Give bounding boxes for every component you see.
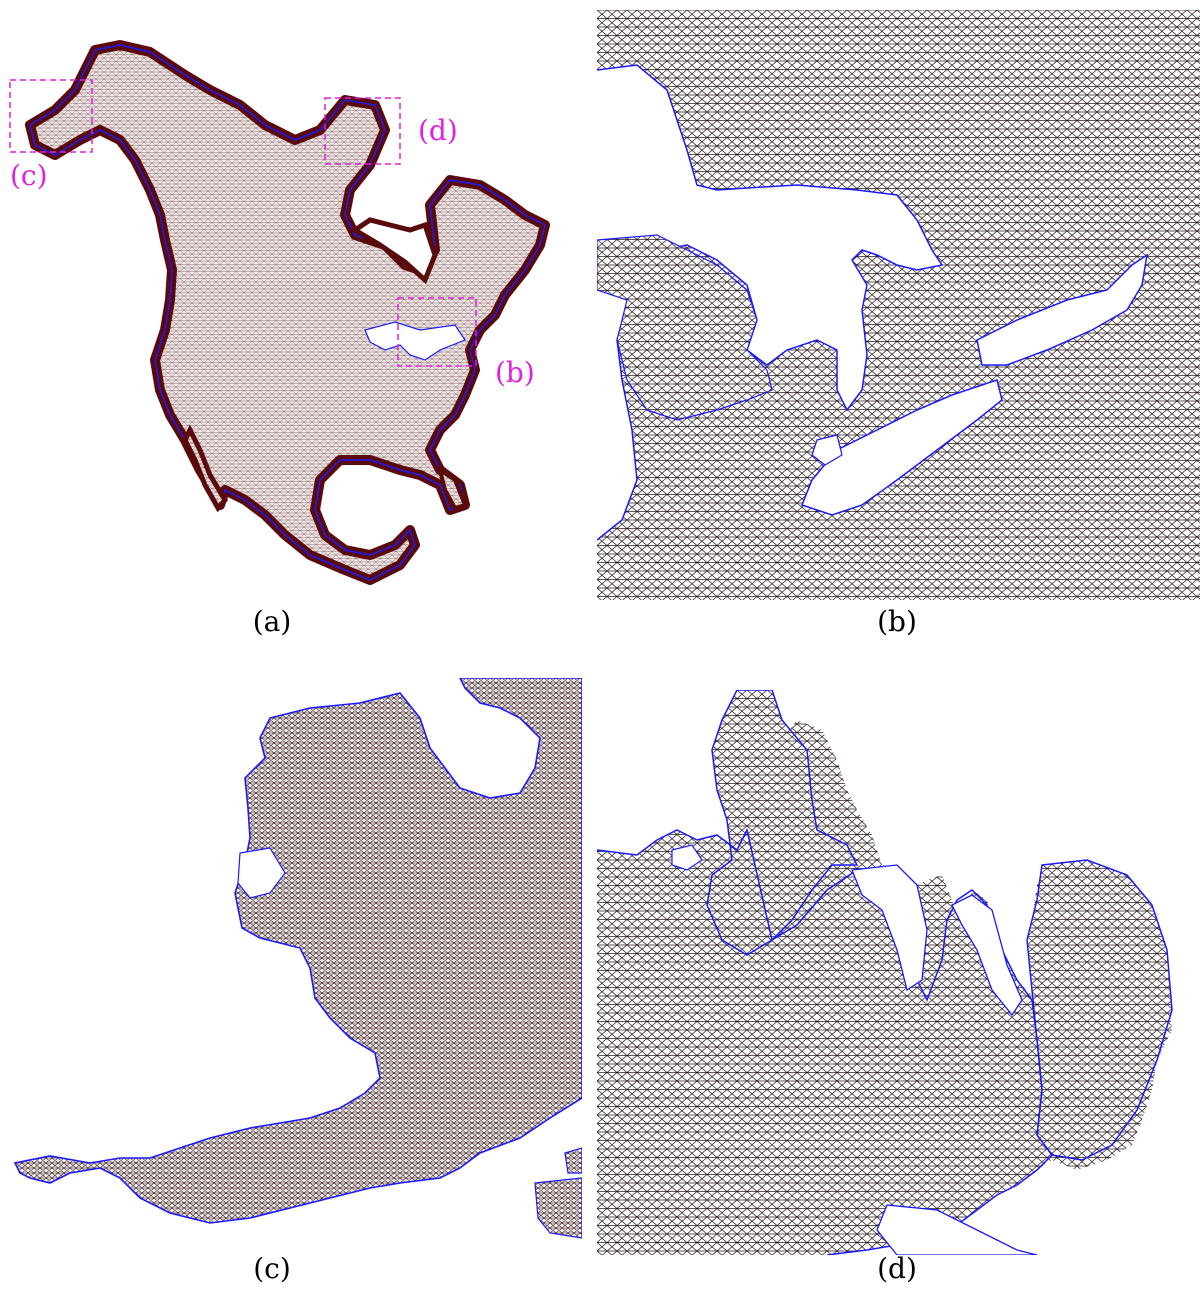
callout-box-b bbox=[397, 297, 477, 367]
lake-michigan-huron bbox=[597, 65, 942, 540]
caption-d: (d) bbox=[877, 1252, 917, 1285]
caption-b: (b) bbox=[877, 605, 917, 638]
ungava-bay bbox=[951, 894, 1023, 1017]
inland-lake bbox=[671, 844, 703, 871]
great-lakes-mesh bbox=[597, 10, 1200, 600]
callout-box-c bbox=[9, 79, 93, 153]
arctic-coastline bbox=[597, 827, 1053, 1255]
panel-a: (d) (c) (b) bbox=[0, 30, 580, 590]
lake-erie bbox=[801, 379, 1003, 516]
small-island bbox=[564, 1147, 582, 1174]
michigan-peninsula bbox=[597, 234, 773, 421]
arctic-mesh bbox=[597, 690, 1173, 1255]
alaska-landmass bbox=[13, 678, 582, 1224]
lake-st-clair bbox=[811, 434, 843, 466]
callout-label-c: (c) bbox=[10, 159, 48, 192]
continent-shape bbox=[25, 40, 550, 585]
north-america-mesh: (d) (c) (b) bbox=[9, 40, 550, 585]
great-lakes bbox=[364, 321, 466, 361]
panel-b bbox=[597, 10, 1200, 600]
alaska-mesh bbox=[13, 678, 582, 1239]
foxe-basin bbox=[851, 864, 928, 992]
baffin-island bbox=[706, 690, 859, 956]
southern-bay bbox=[876, 1204, 1038, 1255]
callout-label-b: (b) bbox=[495, 356, 535, 389]
labrador bbox=[1026, 859, 1173, 1161]
hudson-bay bbox=[350, 217, 438, 285]
kodiak-island bbox=[534, 1177, 582, 1239]
panel-c bbox=[10, 678, 582, 1250]
continent-coastline bbox=[29, 44, 546, 581]
panel-d bbox=[597, 690, 1200, 1255]
lake-ontario bbox=[976, 253, 1149, 366]
baja-peninsula bbox=[182, 424, 229, 513]
florida bbox=[436, 465, 468, 511]
callout-label-d: (d) bbox=[418, 114, 458, 147]
caption-c: (c) bbox=[253, 1252, 291, 1285]
alaska-bay bbox=[237, 847, 286, 899]
caption-a: (a) bbox=[252, 605, 292, 638]
